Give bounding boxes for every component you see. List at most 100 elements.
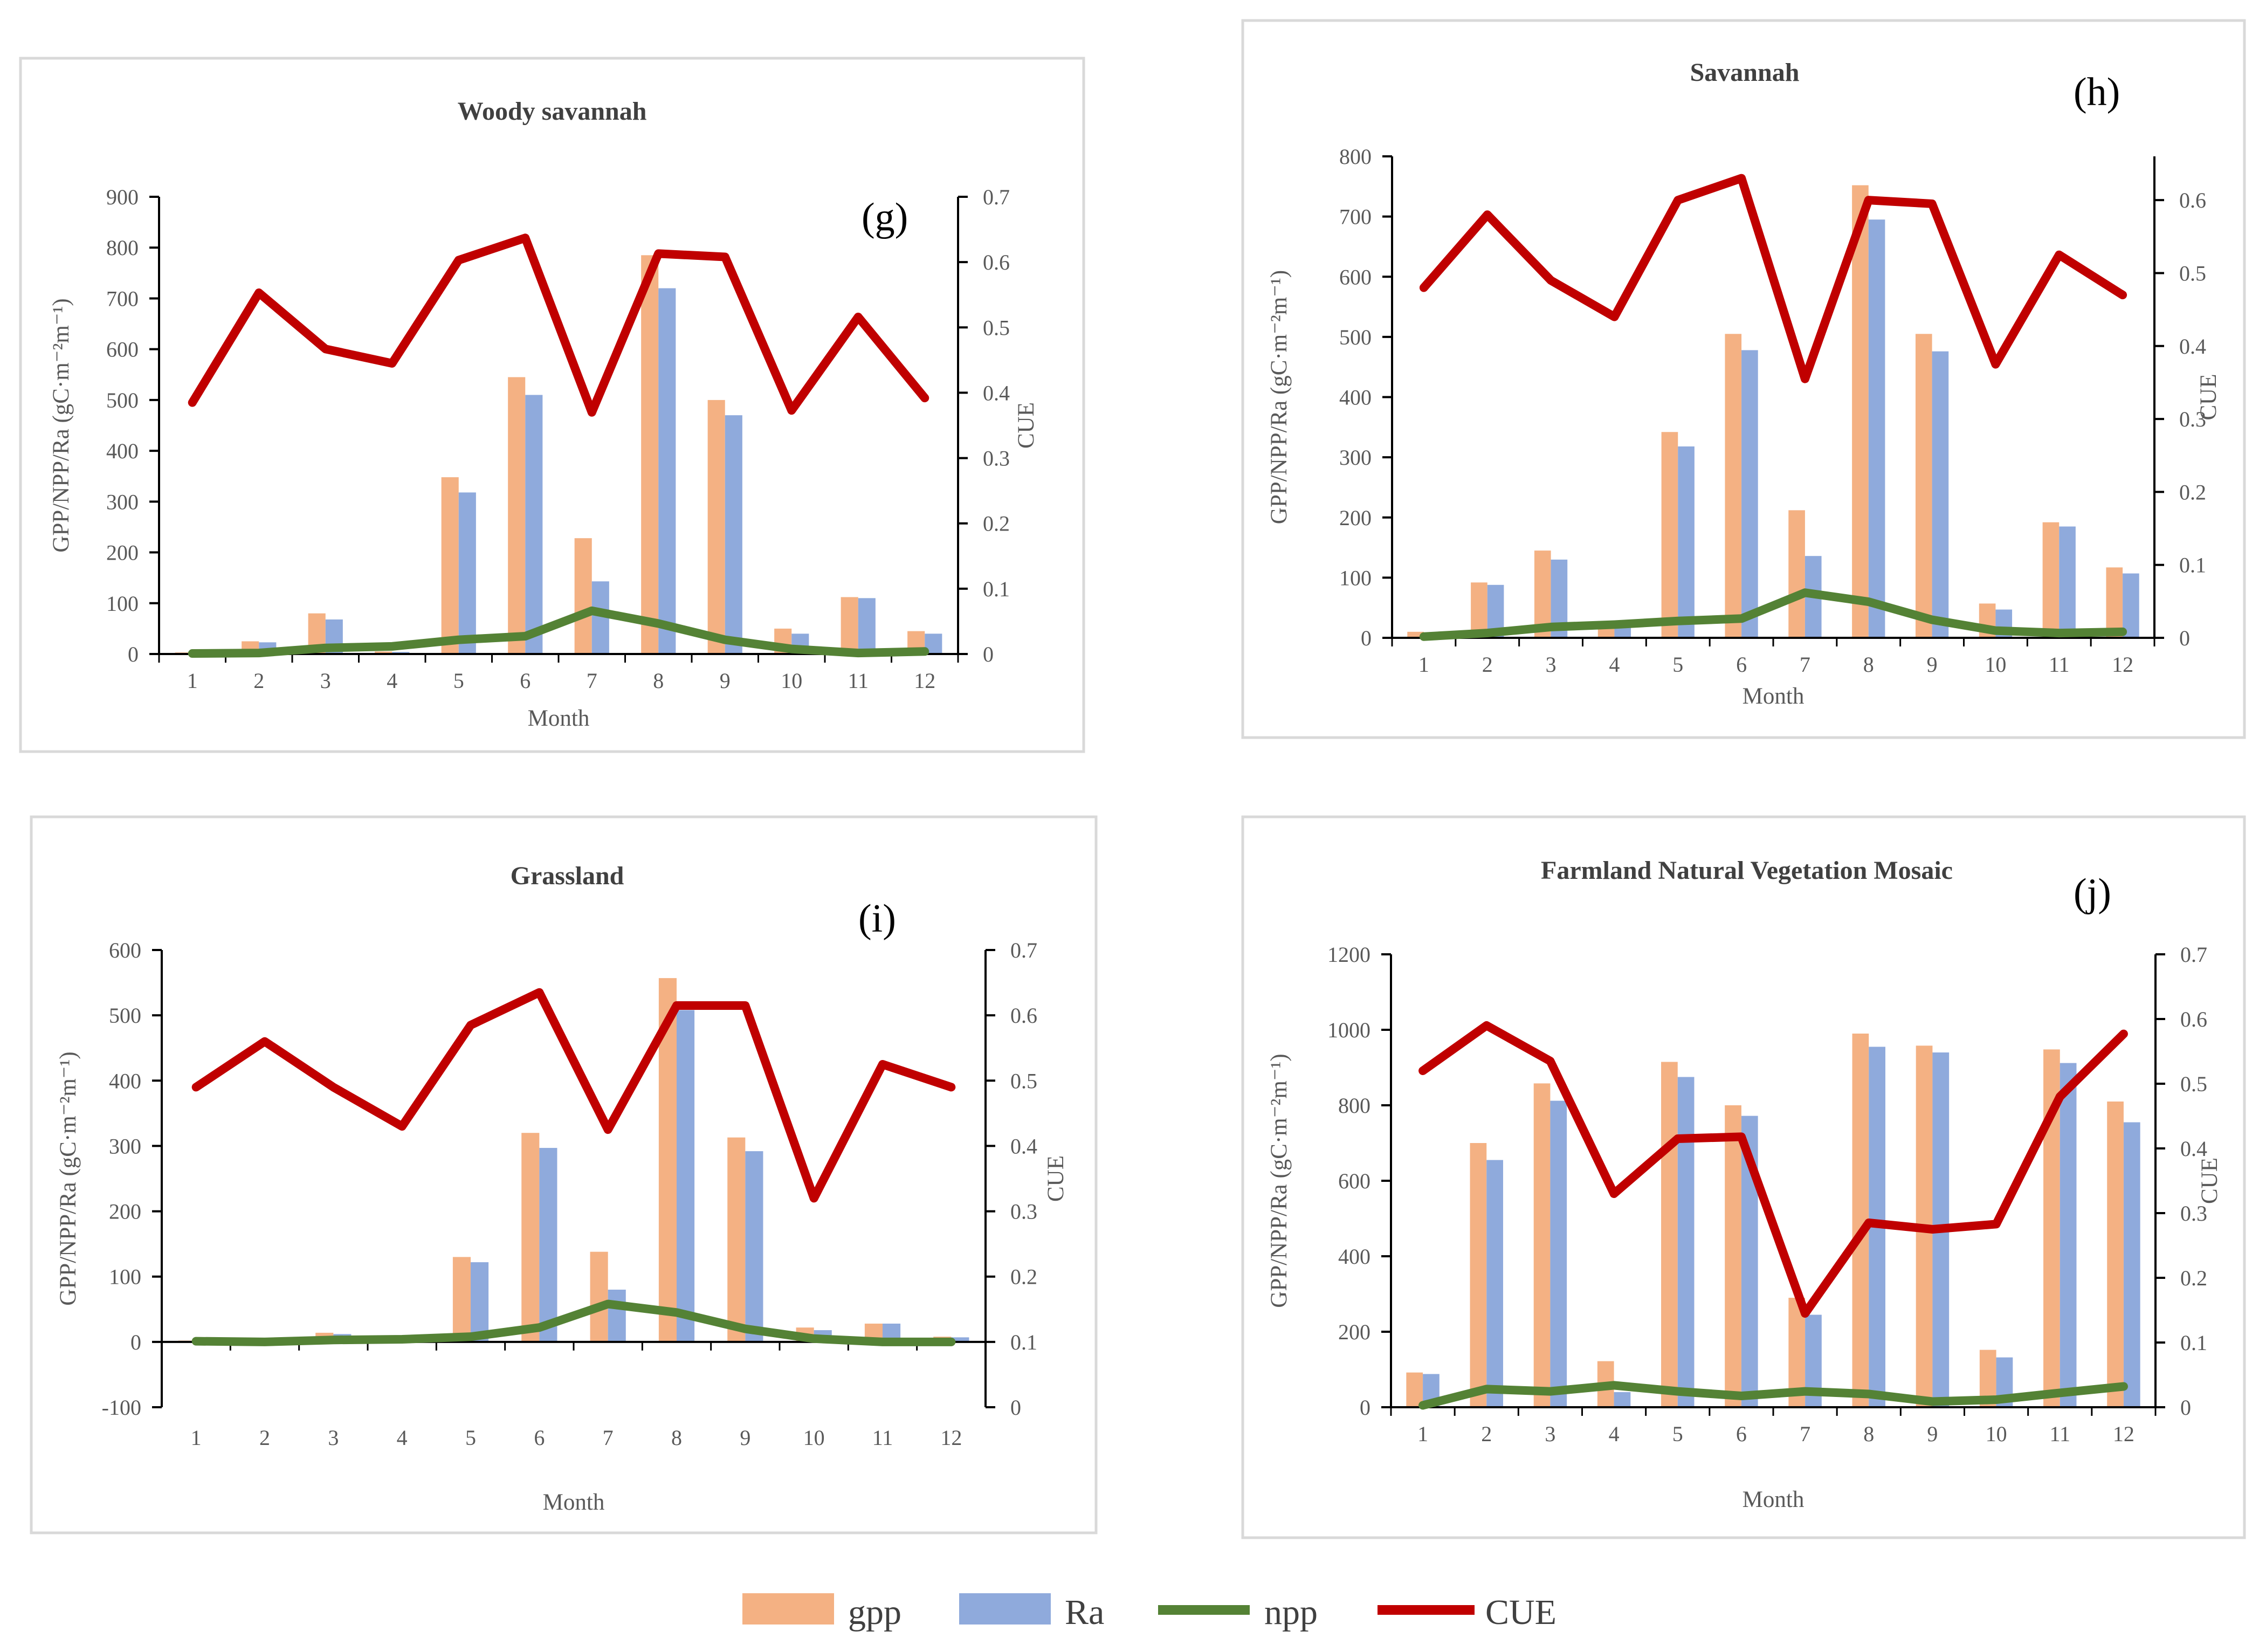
x-axis-label: Month — [543, 1490, 605, 1515]
legend-npp-label: npp — [1264, 1593, 1318, 1632]
npp-line — [1419, 588, 2127, 641]
bar-ra — [2060, 1063, 2077, 1407]
y2-tick-label: 0.7 — [983, 185, 1010, 209]
y-tick-label: 400 — [1338, 1244, 1370, 1269]
x-tick-label: 1 — [1417, 1422, 1428, 1446]
y-tick-label: 700 — [1339, 205, 1372, 229]
y2-tick-label: 0.4 — [2180, 1137, 2207, 1161]
y2-tick-label: 0.2 — [2180, 1266, 2207, 1290]
y-tick-label: 300 — [1339, 445, 1372, 470]
y-tick-label: 600 — [1339, 265, 1372, 289]
y2-tick-label: 0.1 — [2180, 1331, 2207, 1355]
x-tick-label: 7 — [1800, 652, 1810, 677]
legend-cue-label: CUE — [1485, 1593, 1556, 1632]
bar-ra — [2123, 1122, 2140, 1407]
x-tick-label: 6 — [1736, 1422, 1747, 1446]
x-tick-label: 4 — [1609, 1422, 1620, 1446]
chart-h: Savannah (h) 0 100 200 300 400 500 600 700 800 0 0.1… — [1266, 58, 2221, 709]
bar-ra — [745, 1151, 763, 1342]
x-tick-label: 6 — [1736, 652, 1747, 677]
y2-tick-label: 0.5 — [2179, 261, 2206, 285]
x-tick-label: 10 — [781, 669, 802, 693]
bar-ra — [2123, 573, 2139, 638]
y-tick-label: 500 — [1339, 325, 1372, 349]
y-tick-label: 500 — [109, 1003, 141, 1028]
bar-ra — [471, 1262, 489, 1342]
x-tick-label: 4 — [387, 669, 397, 693]
bar-ra — [1678, 446, 1695, 638]
y2-tick-label: 0.1 — [1010, 1330, 1037, 1354]
y2-axis-label: CUE — [1043, 1155, 1069, 1202]
bar-gpp — [1533, 1083, 1551, 1407]
legend-gpp-swatch — [742, 1593, 834, 1625]
x-tick-label: 7 — [1800, 1422, 1810, 1446]
y2-tick-label: 0.4 — [2179, 334, 2206, 359]
bar-gpp — [1470, 1143, 1487, 1407]
y-tick-label: 400 — [1339, 386, 1372, 410]
y2-tick-label: 0 — [1010, 1395, 1021, 1420]
y2-tick-label: 0.2 — [2179, 480, 2206, 504]
x-tick-label: 2 — [1482, 652, 1493, 677]
x-tick-label: 5 — [1672, 652, 1683, 677]
bar-ra — [1614, 1392, 1631, 1407]
cue-line — [1418, 1021, 2128, 1318]
bar-ra — [1677, 1077, 1695, 1407]
x-tick-label: 1 — [187, 669, 198, 693]
bar-gpp — [508, 377, 526, 654]
bar-gpp — [2106, 567, 2123, 638]
bar-ra — [858, 598, 876, 654]
x-tick-label: 7 — [587, 669, 597, 693]
y2-tick-label: 0.7 — [1010, 938, 1037, 962]
y2-tick-label: 0.2 — [1010, 1265, 1037, 1289]
y-tick-label: 600 — [106, 338, 139, 362]
cue-line — [188, 233, 929, 417]
y-tick-label: 100 — [1339, 566, 1372, 590]
bar-gpp — [2042, 522, 2060, 638]
bar-ra — [525, 395, 543, 654]
y2-tick-label: 0.3 — [983, 446, 1010, 471]
x-tick-label: 3 — [320, 669, 331, 693]
x-tick-label: 12 — [2112, 652, 2133, 677]
x-tick-label: 9 — [720, 669, 731, 693]
y2-tick-label: 0 — [2179, 626, 2190, 650]
bar-gpp — [1725, 1105, 1741, 1407]
y-tick-label: 500 — [106, 388, 139, 412]
y2-axis-label: CUE — [1014, 402, 1039, 449]
bar-gpp — [707, 400, 725, 654]
y-tick-label: 200 — [109, 1200, 141, 1224]
x-tick-label: 2 — [253, 669, 264, 693]
y2-tick-label: 0.4 — [1010, 1134, 1037, 1158]
x-tick-label: 5 — [1672, 1422, 1683, 1446]
bar-ra — [1550, 1100, 1567, 1407]
x-tick-label: 7 — [603, 1426, 614, 1450]
y-tick-label: 100 — [109, 1265, 141, 1289]
bar-gpp — [1661, 1062, 1678, 1407]
bar-gpp — [1471, 582, 1487, 638]
x-tick-label: 10 — [1985, 652, 2006, 677]
x-tick-label: 10 — [803, 1426, 825, 1450]
x-tick-label: 8 — [1863, 652, 1874, 677]
chart-title: Savannah — [1690, 58, 1800, 87]
y-axis-label: GPP/NPP/Ra (gC·m⁻²m⁻¹) — [1266, 270, 1292, 524]
x-axis-label: Month — [1743, 1487, 1805, 1512]
x-tick-label: 12 — [940, 1426, 962, 1450]
bar-gpp — [1915, 334, 1932, 638]
bar-gpp — [1788, 510, 1805, 638]
panel-label: (j) — [2074, 871, 2111, 915]
y-tick-label: 1200 — [1327, 942, 1370, 967]
x-tick-label: 3 — [1546, 652, 1556, 677]
chart-j: Farmland Natural Vegetation Mosaic(j)020… — [1266, 856, 2222, 1512]
bar-ra — [458, 492, 476, 654]
x-tick-label: 11 — [872, 1426, 893, 1450]
panel-label: (g) — [862, 195, 908, 239]
x-tick-label: 12 — [2113, 1422, 2134, 1446]
bar-gpp — [452, 1257, 471, 1342]
y-tick-label: 200 — [1339, 506, 1372, 530]
bar-gpp — [1852, 185, 1869, 638]
y2-tick-label: 0.3 — [2179, 407, 2206, 431]
y-tick-label: 400 — [109, 1069, 141, 1093]
y-axis-label: GPP/NPP/Ra (gC·m⁻²m⁻¹) — [49, 298, 74, 552]
x-tick-label: 2 — [1481, 1422, 1492, 1446]
bar-gpp — [2107, 1102, 2124, 1407]
cue-line — [1419, 174, 2127, 383]
